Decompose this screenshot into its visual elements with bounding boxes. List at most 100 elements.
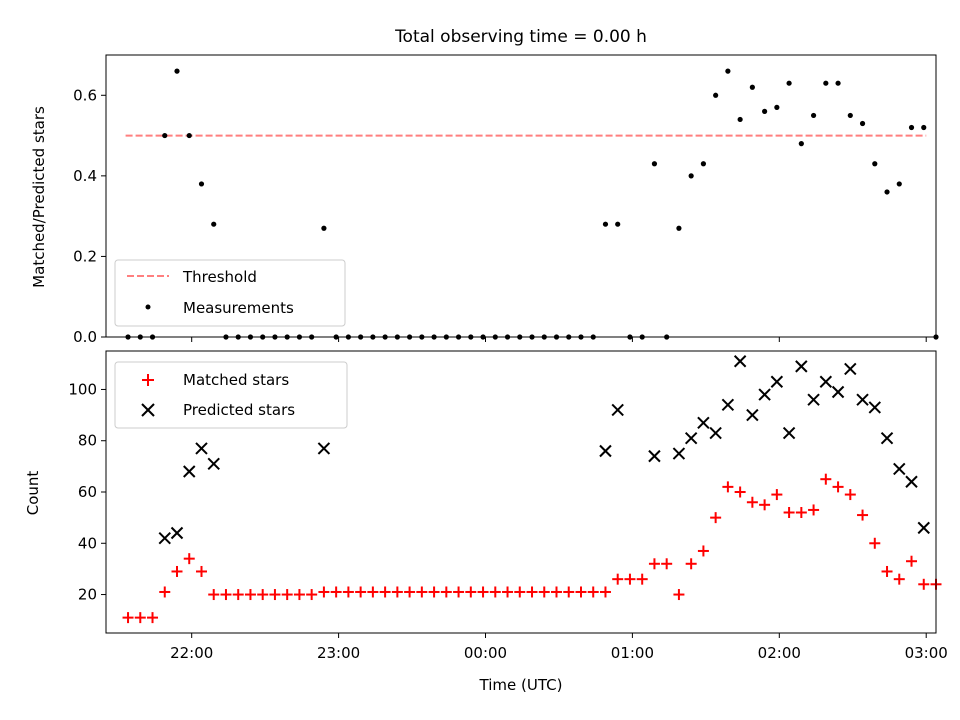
matched-star-point bbox=[685, 558, 697, 570]
predicted-star-point bbox=[721, 398, 735, 412]
y-tick-label: 0.2 bbox=[73, 247, 97, 265]
predicted-star-point bbox=[856, 393, 869, 406]
predicted-star-point bbox=[770, 375, 784, 388]
matched-star-point bbox=[844, 489, 856, 501]
measurement-point bbox=[211, 221, 217, 227]
predicted-star-point bbox=[880, 431, 894, 445]
predicted-star-point bbox=[183, 465, 196, 478]
matched-star-point bbox=[599, 586, 611, 598]
matched-star-point bbox=[171, 565, 183, 577]
matched-star-point bbox=[697, 545, 709, 557]
matched-star-point bbox=[746, 496, 758, 508]
predicted-star-point bbox=[684, 431, 698, 445]
matched-star-point bbox=[293, 589, 305, 601]
ratio-plot-frame bbox=[105, 54, 937, 338]
count-x-axis-label: Time (UTC) bbox=[479, 676, 563, 694]
measurement-point bbox=[859, 120, 866, 127]
matched-star-point bbox=[538, 586, 550, 598]
predicted-star-point bbox=[170, 526, 184, 540]
predicted-star-point bbox=[831, 385, 845, 399]
count-y-axis-label: Count bbox=[24, 471, 42, 516]
matched-star-point bbox=[734, 486, 746, 498]
y-tick-label: 80 bbox=[78, 432, 97, 450]
measurement-point bbox=[321, 225, 327, 231]
predicted-star-point bbox=[868, 401, 881, 414]
matched-star-point bbox=[257, 589, 269, 601]
measurement-point bbox=[921, 124, 927, 131]
matched-star-point bbox=[918, 578, 930, 590]
legend-predicted-label: Predicted stars bbox=[183, 401, 295, 419]
matched-star-point bbox=[342, 586, 354, 598]
x-tick-label: 01:00 bbox=[611, 644, 654, 662]
matched-star-point bbox=[526, 586, 538, 598]
matched-star-point bbox=[722, 481, 734, 493]
matched-star-point bbox=[710, 512, 722, 524]
predicted-star-point bbox=[807, 393, 820, 406]
matched-star-point bbox=[416, 586, 428, 598]
predicted-star-point bbox=[317, 442, 331, 455]
matched-star-point bbox=[404, 586, 416, 598]
matched-star-point bbox=[502, 586, 514, 598]
predicted-star-point bbox=[195, 442, 208, 455]
legend-measurements-swatch bbox=[145, 304, 151, 310]
matched-star-point bbox=[391, 586, 403, 598]
x-tick-label: 00:00 bbox=[464, 644, 507, 662]
matched-star-point bbox=[220, 589, 232, 601]
measurement-point bbox=[713, 92, 719, 98]
matched-star-point bbox=[159, 586, 171, 598]
legend-matched-swatch bbox=[142, 374, 154, 386]
measurement-point bbox=[700, 161, 707, 167]
legend-threshold-label: Threshold bbox=[182, 268, 257, 286]
predicted-star-point bbox=[648, 449, 661, 463]
measurement-point bbox=[884, 189, 890, 195]
matched-star-point bbox=[857, 509, 869, 521]
ratio-y-axis-label: Matched/Predicted stars bbox=[30, 106, 48, 288]
matched-star-point bbox=[624, 573, 636, 585]
matched-star-point bbox=[477, 586, 489, 598]
measurement-point bbox=[896, 181, 902, 187]
matched-star-point bbox=[673, 589, 685, 601]
matched-star-point bbox=[428, 586, 440, 598]
figure-title: Total observing time = 0.00 h bbox=[394, 27, 647, 47]
matched-star-point bbox=[661, 558, 673, 570]
measurement-point bbox=[798, 141, 804, 147]
predicted-star-point bbox=[207, 457, 220, 471]
measurement-point bbox=[737, 116, 743, 123]
measurement-point bbox=[688, 173, 694, 179]
predicted-star-point bbox=[844, 362, 857, 376]
measurement-point bbox=[774, 104, 780, 110]
measurement-point bbox=[823, 80, 829, 86]
matched-star-point bbox=[551, 586, 563, 598]
x-tick-label: 03:00 bbox=[905, 644, 948, 662]
predicted-star-point bbox=[697, 416, 710, 429]
predicted-star-point bbox=[795, 360, 808, 373]
matched-star-point bbox=[134, 612, 146, 624]
measurement-point bbox=[749, 84, 755, 90]
measurement-point bbox=[162, 132, 168, 139]
y-tick-label: 0.4 bbox=[73, 167, 97, 185]
matched-star-point bbox=[465, 586, 477, 598]
predicted-star-point bbox=[758, 388, 771, 401]
matched-star-point bbox=[195, 565, 207, 577]
legend-predicted-swatch bbox=[141, 403, 155, 417]
measurement-point bbox=[725, 68, 731, 74]
measurement-point bbox=[872, 161, 878, 167]
matched-star-point bbox=[306, 589, 318, 601]
matched-star-point bbox=[881, 565, 893, 577]
matched-star-point bbox=[893, 573, 905, 585]
matched-star-point bbox=[869, 537, 881, 549]
matched-star-point bbox=[232, 589, 244, 601]
predicted-star-point bbox=[819, 375, 833, 388]
legend-measurements-label: Measurements bbox=[183, 299, 294, 317]
matched-star-point bbox=[318, 586, 330, 598]
matched-star-point bbox=[832, 481, 844, 493]
x-tick-label: 02:00 bbox=[758, 644, 801, 662]
predicted-star-point bbox=[733, 355, 747, 368]
matched-star-point bbox=[906, 555, 918, 567]
matched-star-point bbox=[795, 507, 807, 519]
y-tick-label: 100 bbox=[68, 380, 97, 398]
measurement-point bbox=[174, 68, 180, 74]
count-legend: Matched stars Predicted stars bbox=[114, 361, 348, 429]
y-tick-label: 60 bbox=[78, 483, 97, 501]
